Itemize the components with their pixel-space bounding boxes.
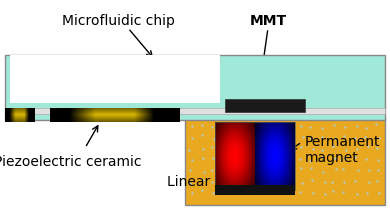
Bar [185, 118, 385, 205]
Text: Linear stage: Linear stage [167, 175, 253, 189]
Bar [5, 108, 385, 114]
Text: Piezoelectric ceramic: Piezoelectric ceramic [0, 155, 142, 169]
Bar [5, 55, 385, 120]
Bar [225, 99, 305, 112]
Text: Permanent
magnet: Permanent magnet [305, 135, 381, 165]
Text: Microfluidic chip: Microfluidic chip [62, 14, 174, 28]
Bar [215, 185, 295, 195]
Bar [215, 122, 295, 190]
Text: MMT: MMT [250, 14, 287, 28]
Bar [10, 55, 220, 103]
